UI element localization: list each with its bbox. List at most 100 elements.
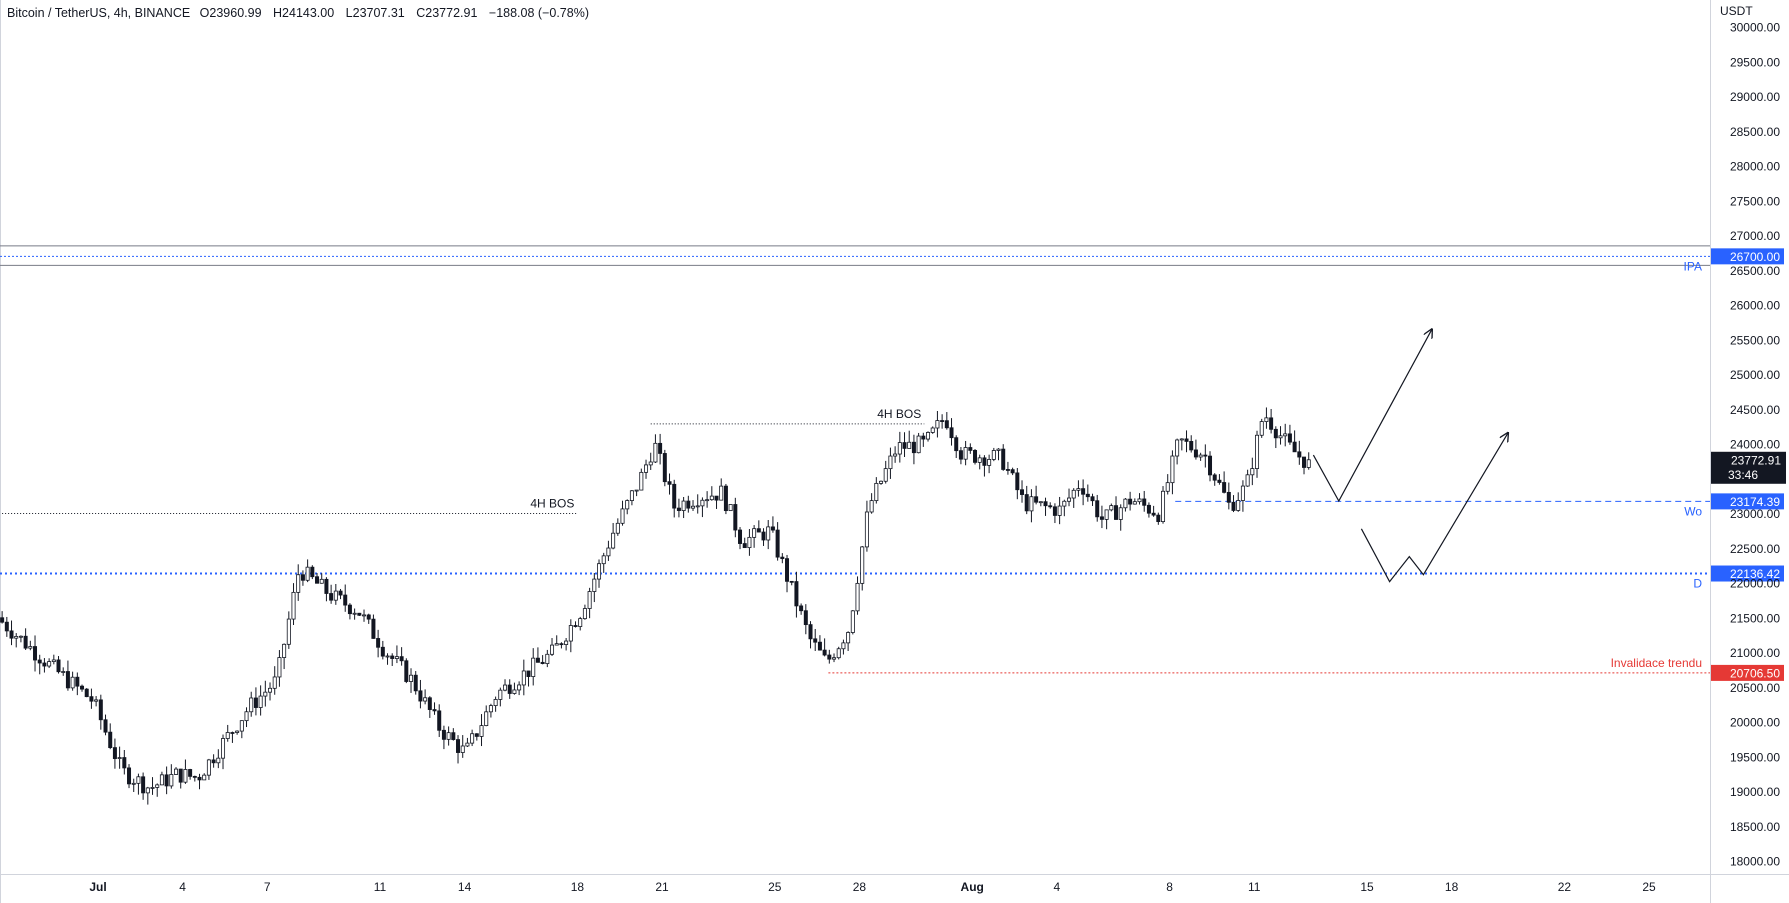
candle [644, 459, 649, 479]
candle [319, 573, 324, 584]
candle [615, 518, 620, 536]
candle-body-down [42, 662, 47, 667]
price-tick-label: 19000.00 [1730, 785, 1780, 799]
candle [1029, 489, 1034, 523]
candle-body-up [860, 546, 865, 584]
candle [780, 553, 785, 564]
bos-label-1: 4H BOS [530, 497, 574, 511]
level-price-box-invalidace-trendu [1711, 664, 1784, 681]
projection-path-2[interactable] [1360, 433, 1508, 583]
price-tick-label: 30000.00 [1730, 21, 1780, 35]
level-price-invalidace-trendu: 20706.50 [1730, 666, 1780, 680]
candle-body-up [629, 490, 634, 501]
price-tick-label: 18500.00 [1730, 820, 1780, 834]
candle [648, 452, 653, 470]
candle-body-down [23, 635, 28, 649]
symbol-title[interactable]: Bitcoin / TetherUS, 4h, BINANCE [7, 6, 191, 20]
candle [601, 552, 606, 573]
candle [709, 486, 714, 501]
candle [441, 725, 446, 750]
candle [676, 498, 681, 518]
time-tick-label: 8 [1166, 880, 1173, 894]
candle-body-up [305, 566, 310, 581]
candle [658, 433, 663, 465]
candle [1245, 469, 1250, 487]
candle [879, 480, 884, 485]
candle-body-up [695, 505, 700, 508]
candle-body-down [75, 676, 80, 687]
candle [756, 520, 761, 533]
candle-body-up [319, 578, 324, 584]
candle-body-up [484, 711, 489, 727]
candle-body-down [822, 649, 827, 656]
candle [1109, 503, 1114, 512]
candle [122, 749, 127, 775]
level-label-wo: Wo [1684, 504, 1702, 518]
candle-body-up [460, 745, 465, 753]
candle-body-down [1226, 491, 1231, 503]
price-tick-label: 27500.00 [1730, 194, 1780, 208]
candle [1081, 479, 1086, 506]
candle-body-up [169, 774, 174, 787]
candle-body-down [676, 507, 681, 511]
price-tick-label: 21500.00 [1730, 611, 1780, 625]
candle-body-down [789, 580, 794, 583]
candle [705, 491, 710, 508]
candle-body-up [550, 644, 555, 655]
candle [714, 495, 719, 509]
candle-body-down [1273, 428, 1278, 439]
candle-body-up [611, 532, 616, 549]
candle-body-up [1283, 433, 1288, 437]
candle-body-up [846, 632, 851, 644]
candle-body-up [18, 635, 23, 638]
candle [996, 448, 1001, 461]
candle [291, 583, 296, 626]
candle-body-up [423, 697, 428, 702]
candle [14, 633, 19, 648]
candle [550, 638, 555, 657]
candle-body-down [1208, 455, 1213, 476]
candle-body-down [813, 638, 818, 643]
candle-body-down [723, 485, 728, 512]
candle [1104, 509, 1109, 530]
candle-body-down [507, 684, 512, 694]
candle [911, 434, 916, 465]
candle-body-up [296, 574, 301, 593]
candle-body-up [333, 590, 338, 601]
candle [1175, 438, 1180, 465]
candle [197, 773, 202, 790]
candle-body-up [963, 447, 968, 460]
candle-body-up [1067, 497, 1072, 502]
candle-body-down [178, 768, 183, 783]
candle-body-up [117, 757, 122, 759]
bos-label-2: 4H BOS [877, 407, 921, 421]
candle [70, 671, 75, 691]
candle [89, 688, 94, 709]
candle-body-up [385, 655, 390, 658]
candle [183, 759, 188, 784]
candle [559, 642, 564, 649]
candle [239, 720, 244, 739]
candle-body-down [949, 427, 954, 439]
candle [582, 604, 587, 620]
candle-body-up [653, 442, 658, 463]
candle-body-up [409, 674, 414, 682]
candle-body-down [954, 437, 959, 452]
projection-path-1[interactable] [1312, 329, 1432, 503]
close-value: C23772.91 [416, 6, 478, 20]
candle-body-up [681, 500, 686, 511]
candle-body-up [47, 661, 52, 667]
candle-body-up [470, 733, 475, 744]
candle [775, 522, 780, 561]
candle [517, 681, 522, 696]
candle-body-down [310, 566, 315, 578]
candle-body-up [1109, 505, 1114, 511]
price-tick-label: 29500.00 [1730, 55, 1780, 69]
candle-body-up [869, 500, 874, 513]
candle [150, 777, 155, 795]
candle [893, 446, 898, 463]
candle-body-down [968, 447, 973, 451]
candle-body-down [9, 630, 14, 639]
